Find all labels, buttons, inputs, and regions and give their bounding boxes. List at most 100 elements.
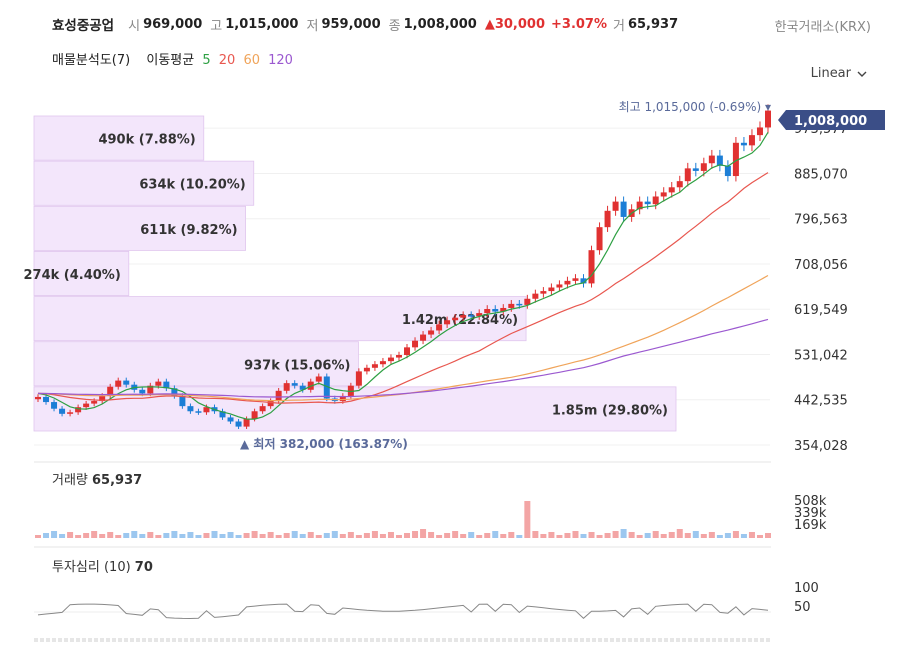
volume-profile-label: 937k (15.06%) [244, 358, 350, 373]
candle-body [564, 280, 571, 285]
volume-bar [596, 535, 603, 538]
candle-body [604, 210, 611, 228]
volume-bar [219, 534, 226, 538]
volume-bar [299, 534, 306, 538]
volume-profile-toggle[interactable]: 매물분석도(7) [52, 53, 131, 68]
volume-bar [676, 529, 683, 538]
candle-body [179, 395, 186, 407]
candle-body [524, 298, 531, 305]
candle-body [716, 155, 723, 166]
volume-profile-label: 1.42m (22.84%) [402, 313, 518, 328]
volume-bar [195, 535, 202, 538]
candle-body [139, 389, 146, 394]
volume-axis-label: 508k [794, 494, 827, 509]
candle-body [708, 155, 715, 164]
candle-body [267, 401, 274, 407]
volume-profile-label: 634k (10.20%) [139, 178, 245, 193]
chevron-down-icon [857, 66, 867, 81]
change-percent: +3.07% [551, 16, 607, 32]
stock-name: 효성중공업 [52, 18, 115, 34]
volume-bar [444, 533, 451, 538]
candle-body [75, 407, 82, 413]
volume-bar [211, 531, 218, 538]
price-axis-label: 796,563 [794, 213, 848, 228]
volume-bar [139, 534, 146, 538]
low-label: 저 [306, 18, 319, 34]
volume-bar [516, 535, 523, 538]
volume-bar [59, 534, 66, 538]
sentiment-axis-label: 50 [794, 600, 811, 615]
candle-body [323, 376, 330, 399]
price-header: 효성중공업 시 969,000 고 1,015,000 저 959,000 종 … [52, 14, 686, 35]
candle-body [251, 411, 258, 419]
volume-bar [83, 533, 90, 538]
scale-label: Linear [810, 66, 851, 81]
volume-bar [492, 531, 499, 538]
volume-bar [580, 534, 587, 538]
candle-body [203, 407, 210, 413]
volume-bar [227, 532, 234, 538]
volume-bar [660, 534, 667, 538]
volume-axis-label: 339k [794, 506, 827, 521]
candle-body [476, 313, 483, 317]
volume-bar [748, 532, 755, 538]
candle-body [612, 201, 619, 211]
candle-body [676, 181, 683, 188]
volume-bar [765, 533, 771, 538]
sentiment-line [37, 603, 769, 620]
volume-bar [235, 535, 242, 538]
volume-bar [99, 534, 106, 538]
volume-bar [420, 529, 427, 538]
volume-bar [508, 532, 515, 538]
moving-average-toggle[interactable]: 이동평균 [146, 53, 195, 68]
last-price-tag [778, 110, 885, 130]
moving-average-line [37, 172, 769, 404]
low-price-marker: ▲ 최저 382,000 (163.87%) [240, 436, 408, 451]
sentiment-pane-title: 투자심리 (10) 70 [52, 560, 153, 575]
volume-bar [700, 534, 707, 538]
candle-body [195, 411, 202, 413]
volume-profile-label: 611k (9.82%) [140, 223, 237, 238]
volume-bar [187, 532, 194, 538]
candle-body [243, 418, 250, 427]
candle-body [67, 412, 74, 414]
candle-body [283, 383, 290, 391]
volume-bar [476, 535, 483, 538]
scale-dropdown[interactable]: Linear [811, 66, 867, 81]
candle-body [548, 287, 555, 292]
candle-body [339, 395, 346, 402]
volume-profile-bar [33, 341, 359, 387]
candle-body [644, 201, 651, 205]
price-axis-label: 619,549 [794, 303, 848, 318]
candle-body [428, 330, 435, 335]
ma20-label: 20 [218, 53, 236, 68]
candle-body [756, 127, 763, 136]
volume-bar [484, 533, 491, 538]
volume-bar [412, 531, 419, 538]
volume-bar [724, 533, 731, 538]
volume-bar [692, 531, 699, 538]
volume-bar [452, 531, 459, 538]
candle-body [620, 201, 627, 217]
candle-body [347, 385, 354, 396]
candle-body [91, 401, 98, 404]
candles-group [35, 104, 771, 429]
candle-body [508, 303, 515, 308]
volume-profile-label: 274k (4.40%) [23, 268, 120, 283]
candle-body [765, 110, 771, 128]
volume-bar [428, 532, 435, 538]
volume-bar [355, 535, 362, 538]
price-axis-label: 885,070 [794, 167, 848, 182]
volume-bar [532, 531, 539, 538]
volume-bar [404, 533, 411, 538]
moving-average-line [37, 318, 769, 398]
volume-label: 거 [613, 18, 625, 34]
candle-body [468, 315, 475, 317]
candle-body [51, 402, 58, 409]
volume-bar [684, 533, 691, 538]
moving-average-line [37, 131, 769, 420]
candle-body [700, 163, 707, 171]
volume-bar [203, 533, 210, 538]
candle-body [59, 408, 66, 414]
